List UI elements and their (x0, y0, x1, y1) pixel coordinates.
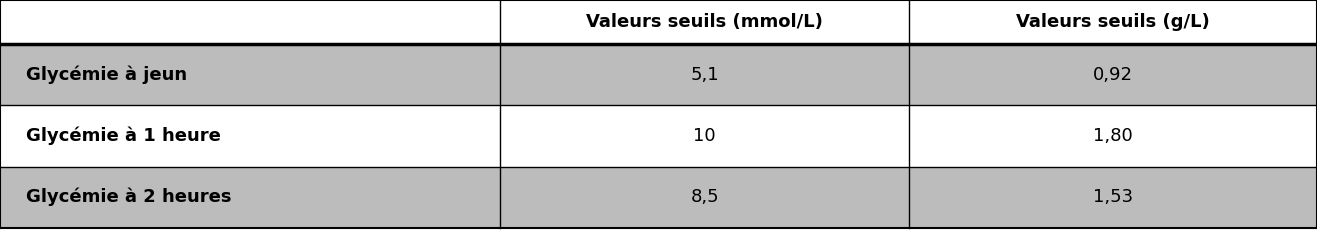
Text: Valeurs seuils (g/L): Valeurs seuils (g/L) (1015, 13, 1210, 31)
Text: Glycémie à 2 heures: Glycémie à 2 heures (26, 188, 232, 207)
Text: 8,5: 8,5 (690, 188, 719, 206)
Text: 5,1: 5,1 (690, 66, 719, 84)
Text: 1,80: 1,80 (1093, 127, 1133, 145)
Text: Valeurs seuils (mmol/L): Valeurs seuils (mmol/L) (586, 13, 823, 31)
Text: 10: 10 (693, 127, 716, 145)
Text: Glycémie à 1 heure: Glycémie à 1 heure (26, 127, 221, 145)
Text: Glycémie à jeun: Glycémie à jeun (26, 65, 187, 84)
Bar (0, 0, 1317, 44)
Bar (0, 105, 1317, 167)
Bar (0, 44, 1317, 105)
Text: 1,53: 1,53 (1093, 188, 1133, 206)
Bar (0, 167, 1317, 228)
Text: 0,92: 0,92 (1093, 66, 1133, 84)
